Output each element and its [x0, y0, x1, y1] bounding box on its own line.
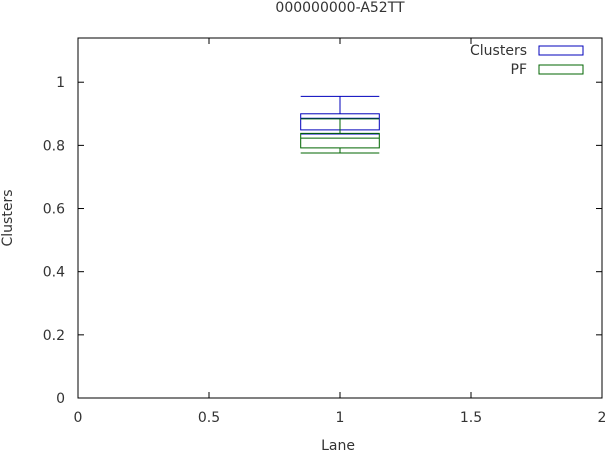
y-tick-label: 0.8 [43, 138, 65, 154]
y-tick-label: 0.4 [43, 265, 65, 281]
axis-ticks: 0 0.5 1 1.5 2 0 0.2 0.4 0.6 0.8 1 [43, 38, 607, 426]
box-series [300, 95, 380, 154]
x-tick-label: 1.5 [460, 410, 482, 426]
chart-title: 000000000-A52TT [275, 0, 405, 16]
legend-swatch-clusters [538, 45, 584, 56]
y-tick-label: 0.2 [43, 328, 65, 344]
x-tick-label: 2 [598, 410, 607, 426]
x-tick-label: 0 [74, 410, 83, 426]
y-axis-label: Clusters [0, 190, 16, 247]
y-tick-label: 0.6 [43, 202, 65, 218]
legend-label-pf: PF [511, 62, 528, 78]
legend: Clusters PF [470, 43, 584, 78]
legend-label-clusters: Clusters [470, 43, 527, 59]
legend-swatch-pf [538, 64, 584, 75]
box-pf [300, 118, 380, 154]
x-tick-label: 0.5 [198, 410, 220, 426]
y-tick-label: 1 [56, 75, 65, 91]
box-body [300, 132, 380, 149]
x-tick-label: 1 [336, 410, 345, 426]
plot-area-frame [77, 37, 603, 399]
y-tick-label: 0 [56, 391, 65, 407]
x-axis-label: Lane [321, 438, 355, 450]
